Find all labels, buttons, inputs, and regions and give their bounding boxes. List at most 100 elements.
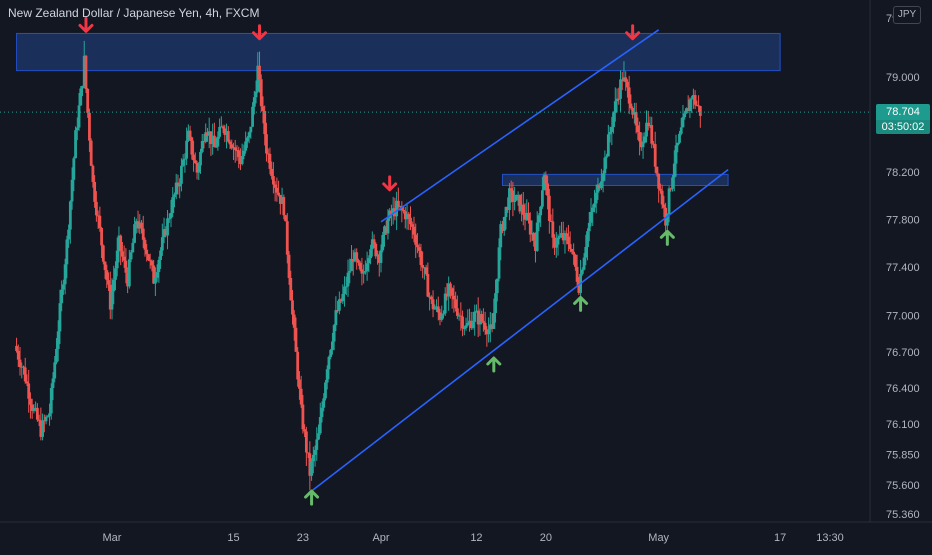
candle-down: [662, 195, 666, 218]
candle-body: [138, 222, 142, 229]
candle-body: [270, 168, 274, 177]
candle-body: [37, 419, 41, 421]
currency-badge[interactable]: JPY: [893, 6, 921, 24]
candle-up: [167, 213, 171, 223]
candle-body: [466, 322, 470, 326]
candle-up: [183, 153, 187, 173]
candle-body: [487, 329, 490, 335]
candle-body: [573, 254, 577, 267]
candle-body: [301, 404, 305, 430]
candle-body: [655, 166, 659, 174]
y-tick-label: 78.200: [886, 167, 920, 179]
candle-body: [89, 140, 93, 166]
candle-body: [53, 362, 57, 379]
candle-up: [180, 158, 183, 192]
candle-body: [603, 157, 607, 174]
candle-down: [94, 191, 98, 222]
candle-down: [695, 100, 699, 107]
candle-body: [570, 248, 574, 252]
candle-up: [443, 287, 447, 317]
candle-up: [79, 86, 83, 106]
candle-body: [650, 125, 654, 144]
candle-body: [488, 324, 492, 330]
candle-body: [450, 288, 454, 296]
candle-down: [96, 210, 100, 230]
arrow-head: [78, 23, 94, 33]
candle-body: [358, 262, 362, 270]
candle-body: [339, 299, 343, 302]
candle-down: [226, 126, 230, 143]
candle-body: [186, 130, 190, 141]
candle-up: [55, 338, 58, 365]
candle-up: [679, 117, 683, 136]
candle-body: [414, 234, 418, 245]
candle-body: [247, 132, 251, 138]
arrow-head: [625, 31, 641, 41]
candle-down: [148, 253, 152, 269]
candle-body: [310, 461, 313, 476]
arrow-head: [382, 182, 398, 192]
candle-body: [485, 329, 489, 335]
candle-body: [648, 125, 652, 127]
candle-up: [138, 214, 142, 235]
candle-up: [240, 143, 244, 166]
candle-body: [334, 310, 338, 326]
candle-down: [521, 192, 525, 226]
candle-body: [49, 387, 53, 414]
candle-up: [676, 142, 680, 153]
candle-body: [370, 239, 374, 250]
candle-body: [245, 137, 249, 142]
candle-body: [117, 235, 121, 251]
candle-up: [343, 276, 346, 307]
candle-down: [360, 257, 364, 286]
candle-down: [91, 164, 95, 188]
candle-up: [363, 260, 367, 275]
candle-down: [42, 414, 46, 433]
candle-down: [429, 295, 433, 304]
candle-up: [242, 144, 246, 160]
candle-up: [457, 312, 461, 321]
candle-body: [509, 188, 513, 191]
candle-body: [407, 213, 411, 218]
candle-body: [528, 220, 532, 235]
candle-body: [608, 131, 612, 135]
candle-body: [587, 222, 591, 232]
candle-up: [596, 177, 600, 200]
candle-body: [235, 150, 239, 152]
candle-up: [67, 224, 71, 248]
candle-body: [462, 328, 466, 330]
candle-body: [211, 135, 215, 144]
candle-body: [336, 310, 340, 312]
candle-up: [513, 186, 517, 211]
candle-body: [652, 143, 655, 145]
candle-up: [535, 211, 539, 252]
candle-up: [211, 123, 215, 155]
candle-down: [476, 297, 480, 338]
candle-down: [237, 146, 241, 169]
candle-body: [34, 407, 38, 409]
candle-up: [77, 92, 81, 131]
candle-down: [655, 166, 659, 177]
candle-body: [284, 215, 287, 222]
candle-body: [272, 176, 275, 185]
candle-down: [686, 95, 690, 112]
candle-body: [140, 222, 143, 229]
candle-down: [377, 251, 381, 277]
candle-up: [422, 266, 426, 280]
candle-down: [100, 226, 103, 259]
candle-up: [541, 176, 544, 209]
candle-body: [362, 272, 366, 274]
candle-down: [598, 182, 602, 191]
candle-body: [471, 321, 475, 328]
candle-body: [294, 327, 298, 352]
candle-up: [310, 458, 313, 481]
candle-up: [447, 276, 451, 311]
candle-down: [570, 248, 574, 255]
candle-up: [514, 194, 518, 201]
candle-body: [381, 235, 385, 251]
candle-body: [256, 65, 260, 92]
candle-down: [697, 95, 700, 113]
candle-down: [150, 259, 154, 272]
